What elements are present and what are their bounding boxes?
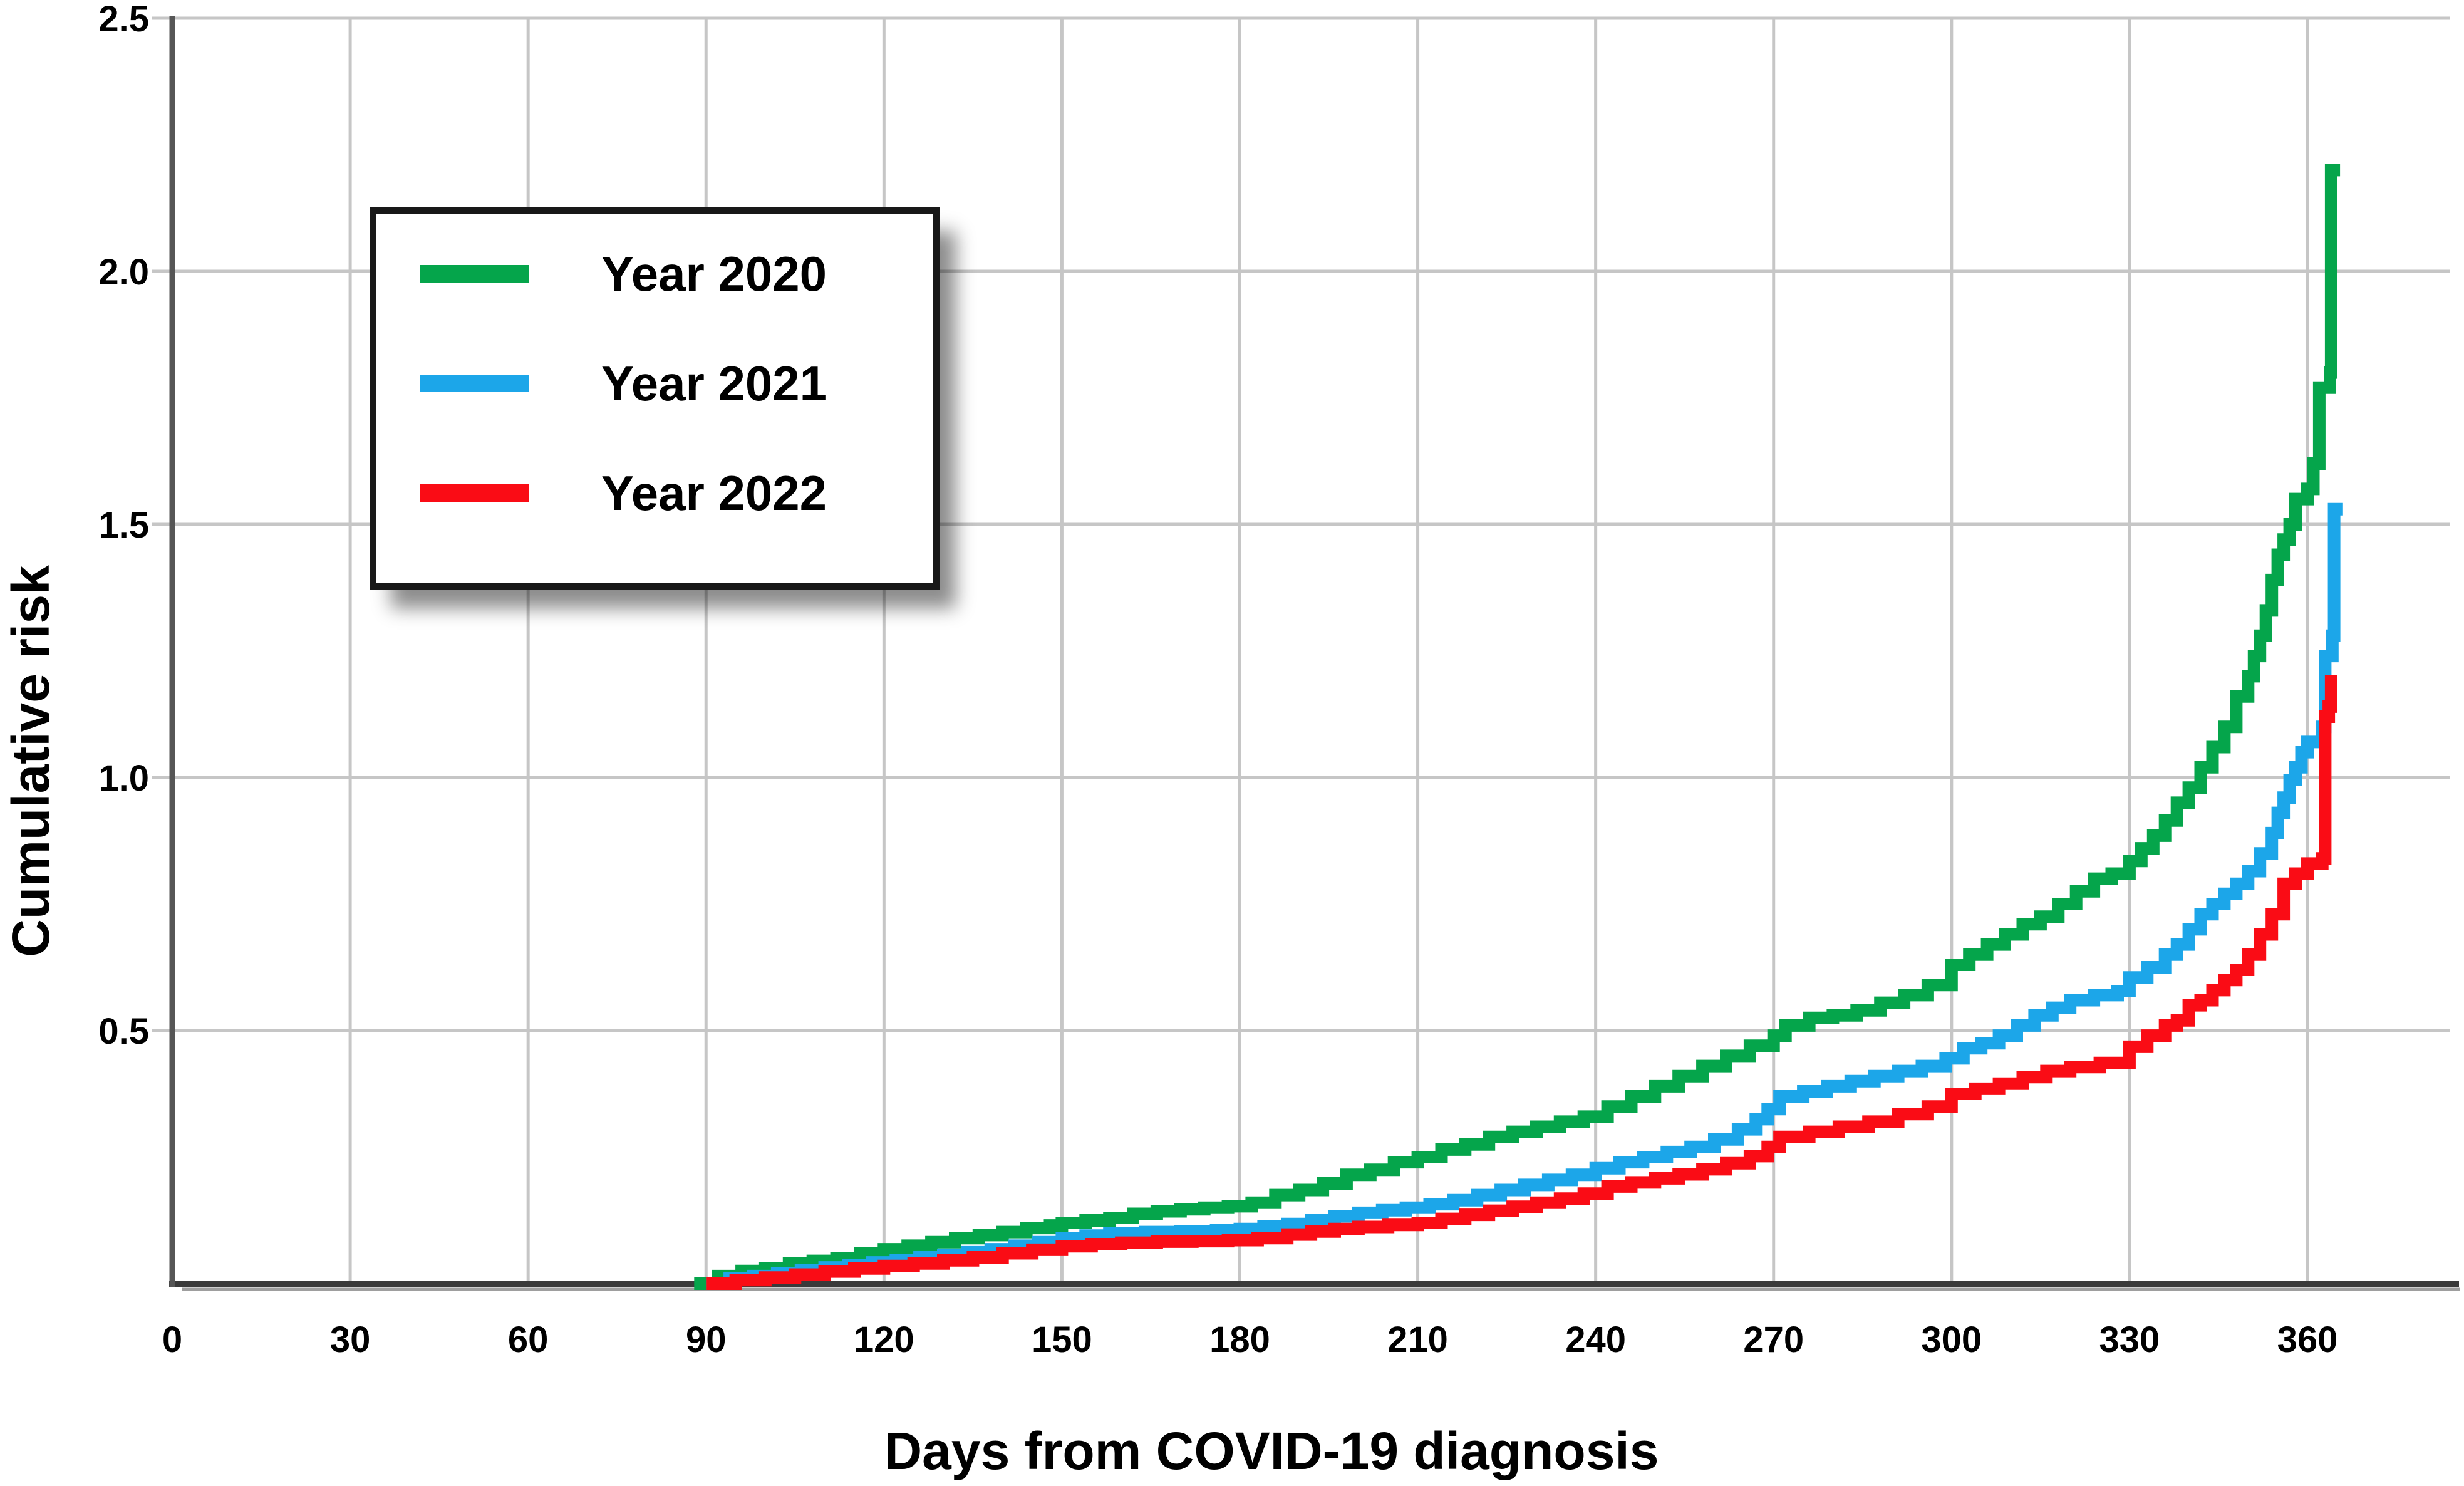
legend: Year 2020 Year 2021 Year 2022 — [370, 207, 940, 590]
y-tick-label: 0.5 — [98, 1011, 149, 1052]
x-tick-label: 120 — [854, 1319, 914, 1360]
series-line-year-2020 — [694, 164, 2341, 1290]
y-axis-title: Cumulative risk — [1, 565, 60, 957]
legend-label-year-2021: Year 2021 — [601, 355, 827, 411]
tick-label-layer: 0.5 1.0 1.5 2.0 2.5 0 30 60 90 120 150 180 210 240 270… — [98, 0, 2337, 1360]
year-2020-line-swatch — [420, 264, 529, 283]
legend-item-year-2021: Year 2021 — [376, 328, 933, 438]
x-tick-label: 270 — [1743, 1319, 1804, 1360]
series-layer — [694, 164, 2343, 1290]
axis-layer — [169, 16, 2460, 1291]
legend-item-year-2022: Year 2022 — [376, 438, 933, 548]
x-axis-title: Days from COVID-19 diagnosis — [884, 1421, 1659, 1480]
x-tick-label: 90 — [686, 1319, 727, 1360]
x-tick-label: 210 — [1387, 1319, 1448, 1360]
year-2021-line-swatch — [420, 374, 529, 392]
x-tick-label: 150 — [1032, 1319, 1092, 1360]
legend-item-year-2020: Year 2020 — [376, 219, 933, 328]
y-tick-label: 1.5 — [98, 505, 149, 546]
legend-label-year-2022: Year 2022 — [601, 465, 827, 521]
y-tick-label: 2.0 — [98, 252, 149, 293]
legend-label-year-2020: Year 2020 — [601, 246, 827, 301]
x-tick-label: 330 — [2099, 1319, 2160, 1360]
x-tick-label: 180 — [1209, 1319, 1270, 1360]
x-tick-label: 60 — [508, 1319, 549, 1360]
y-tick-label: 1.0 — [98, 758, 149, 799]
x-tick-label: 0 — [162, 1319, 182, 1360]
year-2022-line-swatch — [420, 484, 529, 502]
y-tick-label: 2.5 — [98, 0, 149, 39]
x-tick-label: 30 — [330, 1319, 371, 1360]
x-tick-label: 240 — [1565, 1319, 1626, 1360]
series-line-year-2022 — [706, 675, 2337, 1290]
x-tick-label: 360 — [2277, 1319, 2338, 1360]
x-tick-label: 300 — [1921, 1319, 1982, 1360]
series-line-year-2021 — [706, 502, 2343, 1290]
